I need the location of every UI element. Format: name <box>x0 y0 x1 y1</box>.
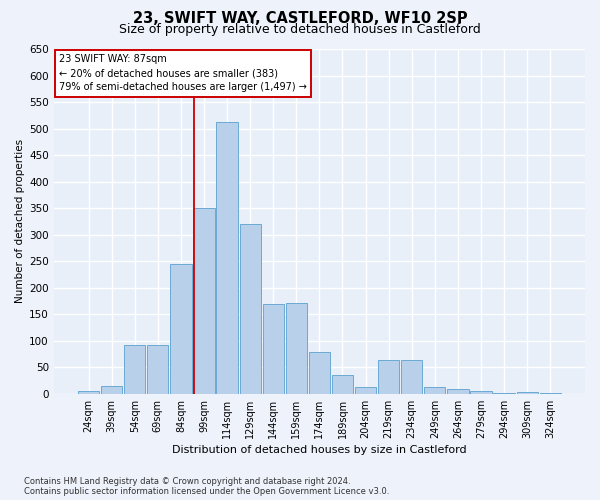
X-axis label: Distribution of detached houses by size in Castleford: Distribution of detached houses by size … <box>172 445 467 455</box>
Bar <box>78 391 99 394</box>
Bar <box>101 386 122 394</box>
Bar <box>309 352 330 394</box>
Text: 23, SWIFT WAY, CASTLEFORD, WF10 2SP: 23, SWIFT WAY, CASTLEFORD, WF10 2SP <box>133 11 467 26</box>
Bar <box>124 345 145 394</box>
Bar <box>355 387 376 394</box>
Text: 23 SWIFT WAY: 87sqm
← 20% of detached houses are smaller (383)
79% of semi-detac: 23 SWIFT WAY: 87sqm ← 20% of detached ho… <box>59 54 307 92</box>
Bar <box>239 224 261 394</box>
Bar <box>263 304 284 394</box>
Bar <box>217 122 238 394</box>
Text: Size of property relative to detached houses in Castleford: Size of property relative to detached ho… <box>119 22 481 36</box>
Bar <box>470 391 491 394</box>
Bar <box>378 360 399 394</box>
Bar <box>447 388 469 394</box>
Bar <box>401 360 422 394</box>
Bar <box>493 393 515 394</box>
Bar <box>193 208 215 394</box>
Bar <box>147 345 169 394</box>
Bar <box>517 392 538 394</box>
Bar <box>424 387 445 394</box>
Bar <box>332 376 353 394</box>
Text: Contains HM Land Registry data © Crown copyright and database right 2024.
Contai: Contains HM Land Registry data © Crown c… <box>24 476 389 496</box>
Bar <box>170 264 191 394</box>
Y-axis label: Number of detached properties: Number of detached properties <box>15 140 25 304</box>
Bar <box>539 393 561 394</box>
Bar <box>286 302 307 394</box>
